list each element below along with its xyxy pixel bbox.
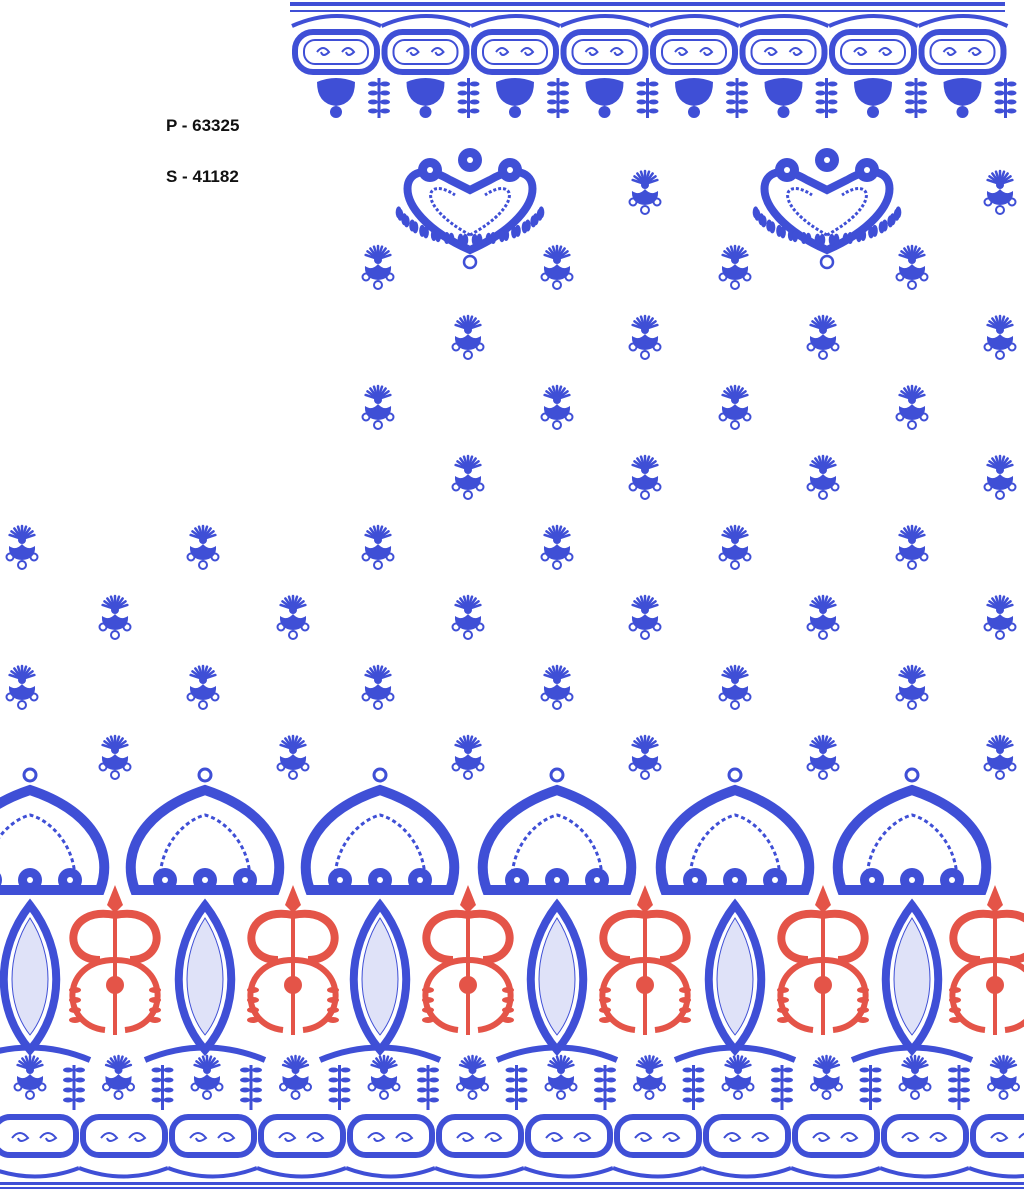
butti-motif: [13, 1054, 47, 1100]
butti-motif: [451, 594, 485, 640]
butti-motif: [721, 1054, 755, 1100]
butti-motif: [633, 1054, 666, 1100]
red-floral-motif: [422, 885, 514, 1035]
paisley-arch: [832, 767, 992, 1063]
butti-motif: [806, 734, 840, 780]
butti-motif: [718, 664, 752, 710]
butti-motif: [895, 524, 929, 570]
butti-motif: [628, 734, 662, 780]
butti-motif: [186, 524, 220, 570]
butti-motif: [361, 384, 395, 430]
butti-motif: [983, 734, 1017, 780]
red-floral-motif: [949, 885, 1024, 1035]
paisley-arch: [0, 767, 110, 1063]
butti-motif: [186, 664, 220, 710]
butti-motif: [540, 524, 574, 570]
butti-motif: [540, 664, 574, 710]
butti-motif: [987, 1054, 1020, 1100]
butti-motif: [895, 384, 929, 430]
butti-motif: [540, 384, 574, 430]
paisley-arch: [300, 767, 460, 1063]
butti-motif: [98, 734, 132, 780]
butti-motif: [451, 314, 485, 360]
paisley-arch: [125, 767, 285, 1063]
butti-motif: [361, 244, 395, 290]
butti-motif: [276, 734, 310, 780]
stitch-code-label: S - 41182: [166, 167, 239, 186]
bottom-border: [0, 767, 1024, 1189]
butti-motif: [456, 1054, 489, 1100]
butti-motif: [361, 664, 395, 710]
red-floral-motif: [777, 885, 869, 1035]
red-floral-motif: [599, 885, 691, 1035]
butti-motif: [276, 594, 310, 640]
butti-motif: [718, 524, 752, 570]
butti-motif: [361, 524, 395, 570]
butti-motif: [544, 1054, 578, 1100]
butti-field: [5, 169, 1017, 780]
butti-motif: [718, 384, 752, 430]
butti-motif: [718, 244, 752, 290]
butti-motif: [628, 169, 662, 215]
butti-motif: [983, 594, 1017, 640]
butti-motif: [898, 1054, 932, 1100]
butti-motif: [806, 454, 840, 500]
butti-motif: [98, 594, 132, 640]
red-floral-motif: [247, 885, 339, 1035]
paisley-arch: [655, 767, 815, 1063]
paisley-arch: [477, 767, 637, 1063]
red-floral-motif: [69, 885, 161, 1035]
butti-motif: [190, 1054, 224, 1100]
butti-motif: [983, 454, 1017, 500]
butti-motif: [628, 594, 662, 640]
butti-motif: [628, 454, 662, 500]
butti-motif: [451, 734, 485, 780]
butti-motif: [451, 454, 485, 500]
butti-motif: [895, 664, 929, 710]
butti-motif: [5, 664, 39, 710]
pattern-code-label: P - 63325: [166, 116, 240, 135]
butti-motif: [810, 1054, 843, 1100]
butti-motif: [806, 594, 840, 640]
butti-motif: [983, 169, 1017, 215]
heart-medallion: [395, 148, 545, 270]
butti-motif: [540, 244, 574, 290]
butti-motif: [983, 314, 1017, 360]
butti-motif: [5, 524, 39, 570]
butti-motif: [628, 314, 662, 360]
butti-motif: [806, 314, 840, 360]
butti-motif: [895, 244, 929, 290]
butti-motif: [102, 1054, 135, 1100]
butti-motif: [279, 1054, 312, 1100]
top-border: [290, 2, 1017, 118]
butti-motif: [367, 1054, 401, 1100]
heart-medallion: [752, 148, 902, 270]
